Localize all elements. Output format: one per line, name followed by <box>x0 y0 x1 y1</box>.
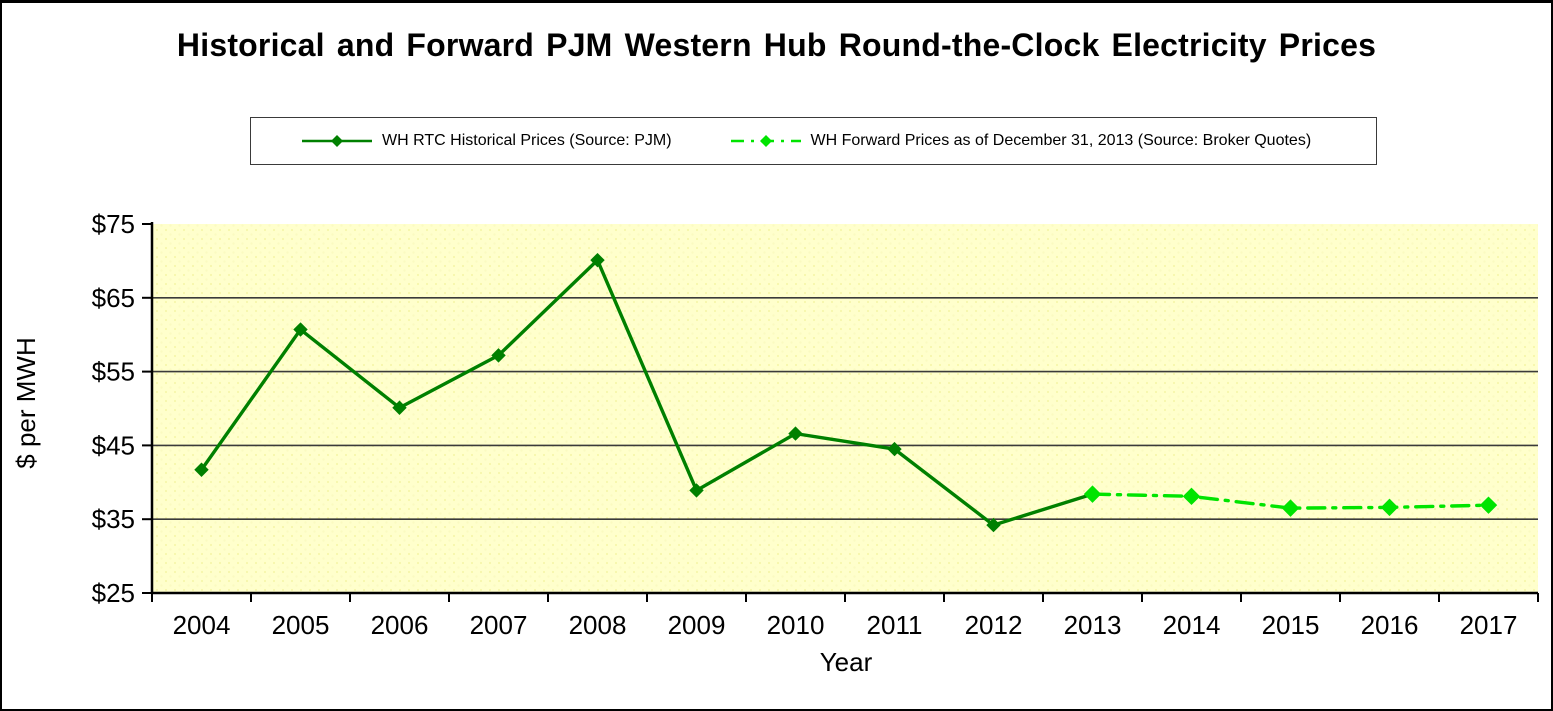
x-tick-label: 2013 <box>1064 610 1122 640</box>
historical-data-point-marker <box>689 483 704 498</box>
forward-data-point-marker <box>1479 496 1498 514</box>
y-tick-label: $65 <box>92 283 135 313</box>
historical-data-point-marker <box>986 517 1001 533</box>
historical-data-point-marker <box>194 462 209 477</box>
legend: WH RTC Historical Prices (Source: PJM) W… <box>250 117 1377 165</box>
historical-line-sample-icon <box>302 135 372 147</box>
x-tick-label: 2016 <box>1361 610 1419 640</box>
forward-data-point-marker <box>1281 499 1300 517</box>
y-tick-label: $25 <box>92 578 135 608</box>
x-tick-label: 2005 <box>272 610 330 640</box>
plot-area <box>152 224 1538 593</box>
x-tick-label: 2008 <box>569 610 627 640</box>
x-tick-label: 2014 <box>1163 610 1221 640</box>
historical-data-point-marker <box>887 441 902 457</box>
legend-diamond-marker <box>331 135 343 147</box>
x-tick-label: 2007 <box>470 610 528 640</box>
legend-item-historical: WH RTC Historical Prices (Source: PJM) <box>301 132 672 150</box>
forward-data-point-marker <box>1083 485 1102 503</box>
x-axis-title: Year <box>820 647 873 677</box>
historical-data-point-marker <box>293 322 308 337</box>
x-tick-label: 2017 <box>1460 610 1518 640</box>
x-tick-label: 2012 <box>965 610 1023 640</box>
x-tick-label: 2004 <box>173 610 231 640</box>
forward-price-line <box>1090 492 1491 510</box>
legend-label-historical: WH RTC Historical Prices (Source: PJM) <box>382 132 672 149</box>
historical-data-point-marker <box>590 252 605 268</box>
y-axis-title: $ per MWH <box>11 337 41 468</box>
x-tick-label: 2010 <box>767 610 825 640</box>
historical-price-line <box>199 257 1095 527</box>
x-tick-label: 2006 <box>371 610 429 640</box>
historical-data-point-marker <box>788 426 803 441</box>
forward-data-point-marker <box>1380 498 1399 517</box>
y-tick-label: $55 <box>92 357 135 387</box>
y-tick-label: $75 <box>92 209 135 239</box>
historical-data-point-marker <box>491 348 506 363</box>
y-tick-label: $45 <box>92 430 135 460</box>
legend-diamond-marker <box>759 135 772 147</box>
chart-title: Historical and Forward PJM Western Hub R… <box>176 27 1377 63</box>
x-tick-label: 2015 <box>1262 610 1320 640</box>
forward-line-sample-icon <box>730 135 801 147</box>
historical-data-point-marker <box>392 400 407 415</box>
price-line-chart: $25 $35 $45 $55 $65 $75 2004 2005 2006 2007 2008 20… <box>11 209 1539 677</box>
legend-label-forward: WH Forward Prices as of December 31, 201… <box>810 132 1312 149</box>
legend-item-forward: WH Forward Prices as of December 31, 201… <box>730 132 1312 150</box>
y-tick-label: $35 <box>92 504 135 534</box>
forward-data-point-marker <box>1182 487 1201 506</box>
x-tick-label: 2011 <box>867 610 923 640</box>
x-tick-label: 2009 <box>668 610 726 640</box>
